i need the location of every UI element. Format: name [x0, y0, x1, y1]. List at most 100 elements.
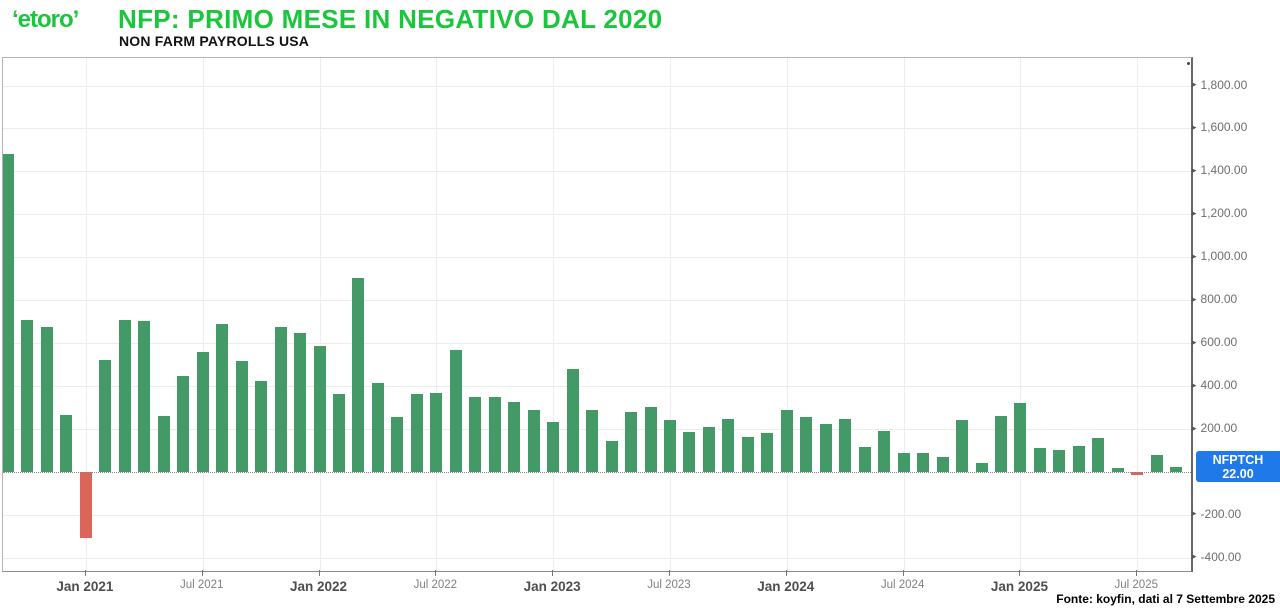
x-tick-mark	[1019, 570, 1021, 576]
y-tick-text: 1,800.00	[1200, 77, 1248, 92]
bar-jan-2024[interactable]	[800, 417, 813, 472]
bar-mar-2025[interactable]	[1072, 446, 1085, 472]
x-tick-mark	[552, 570, 554, 576]
bar-aug-2022[interactable]	[469, 396, 482, 472]
bar-sep-2020[interactable]	[21, 319, 34, 472]
last-value-badge: NFPTCH 22.00	[1196, 451, 1280, 482]
bar-dec-2020[interactable]	[79, 472, 92, 538]
x-tick-label: Jan 2021	[56, 579, 114, 594]
x-tick-mark	[84, 570, 86, 576]
gridline-v	[320, 58, 321, 571]
bar-dec-2023[interactable]	[780, 409, 793, 472]
gridline-v	[553, 58, 554, 571]
bar-sep-2024[interactable]	[956, 420, 969, 472]
bar-jun-2023[interactable]	[663, 420, 676, 472]
y-tick-text: 1,600.00	[1200, 120, 1248, 135]
bar-may-2021[interactable]	[177, 376, 190, 472]
bar-apr-2025[interactable]	[1092, 438, 1105, 472]
x-tick-mark	[785, 570, 787, 576]
gridline-h	[3, 514, 1191, 516]
bar-jun-2024[interactable]	[897, 453, 910, 472]
gridline-v	[1137, 58, 1138, 571]
bar-may-2022[interactable]	[410, 393, 423, 472]
x-tick-mark	[435, 570, 437, 576]
bar-apr-2024[interactable]	[858, 446, 871, 472]
y-tick-label: ▸ 1,200.00	[1192, 205, 1247, 221]
bar-nov-2024[interactable]	[994, 415, 1007, 472]
gridline-h	[3, 128, 1191, 130]
chart-plot-area[interactable]	[2, 57, 1193, 572]
badge-value: 22.00	[1222, 466, 1254, 481]
bar-may-2025[interactable]	[1111, 467, 1124, 472]
bar-jan-2022[interactable]	[332, 393, 345, 472]
x-tick-label: Jan 2022	[289, 579, 348, 594]
bar-feb-2023[interactable]	[586, 410, 599, 472]
x-tick-label: Jul 2023	[647, 579, 691, 591]
gridline-h	[3, 557, 1191, 559]
y-tick-arrow-icon: ▸	[1192, 551, 1197, 562]
bar-sep-2022[interactable]	[488, 396, 501, 472]
bar-dec-2024[interactable]	[1014, 402, 1027, 472]
bar-apr-2023[interactable]	[625, 412, 638, 472]
bar-jan-2021[interactable]	[99, 360, 112, 472]
bar-aug-2025[interactable]	[1170, 467, 1183, 472]
bar-feb-2024[interactable]	[819, 424, 832, 472]
y-tick-label: ▸ 1,400.00	[1192, 162, 1247, 178]
y-tick-arrow-icon: ▸	[1192, 293, 1197, 304]
bar-jun-2021[interactable]	[196, 352, 209, 472]
y-tick-text: 1,400.00	[1200, 163, 1248, 178]
bar-mar-2021[interactable]	[138, 320, 151, 472]
y-tick-label: ▸ 1,000.00	[1192, 248, 1247, 264]
x-tick-mark	[201, 570, 203, 576]
bar-jul-2024[interactable]	[917, 453, 930, 472]
y-tick-text: 1,000.00	[1200, 249, 1248, 264]
bar-jul-2022[interactable]	[449, 350, 462, 472]
bar-feb-2022[interactable]	[352, 277, 365, 472]
bar-may-2023[interactable]	[644, 406, 657, 472]
bar-aug-2020[interactable]	[3, 154, 14, 472]
y-axis: ▸ 1,800.00 ▸ 1,600.00 ▸ 1,400.00 ▸ 1,200.00 ▸ 1,0…	[1192, 57, 1280, 570]
bar-oct-2021[interactable]	[274, 326, 287, 472]
bar-aug-2021[interactable]	[235, 361, 248, 472]
gridline-h	[3, 343, 1191, 345]
bar-mar-2024[interactable]	[839, 419, 852, 472]
bar-apr-2022[interactable]	[391, 417, 404, 472]
bar-aug-2023[interactable]	[702, 426, 715, 472]
y-tick-label: ▸ 400.00	[1192, 377, 1237, 393]
bar-feb-2025[interactable]	[1053, 450, 1066, 472]
bar-may-2024[interactable]	[878, 430, 891, 472]
bar-jun-2025[interactable]	[1131, 472, 1144, 475]
y-tick-text: -200.00	[1200, 506, 1242, 521]
bar-dec-2021[interactable]	[313, 345, 326, 472]
y-tick-arrow-icon: ▸	[1192, 379, 1197, 390]
bar-oct-2023[interactable]	[741, 436, 754, 472]
bar-jun-2022[interactable]	[430, 392, 443, 472]
bar-jan-2023[interactable]	[566, 368, 579, 472]
bar-mar-2023[interactable]	[605, 440, 618, 472]
bar-nov-2021[interactable]	[294, 333, 307, 472]
bar-oct-2020[interactable]	[40, 327, 53, 472]
y-tick-label: ▸ 800.00	[1192, 291, 1237, 307]
bar-aug-2024[interactable]	[936, 456, 949, 472]
bar-sep-2021[interactable]	[255, 380, 268, 472]
x-tick-label: Jan 2023	[523, 579, 581, 594]
bar-jul-2025[interactable]	[1150, 455, 1163, 472]
gridline-h	[3, 85, 1191, 87]
bar-nov-2020[interactable]	[60, 415, 73, 472]
bar-nov-2023[interactable]	[761, 432, 774, 472]
bar-oct-2024[interactable]	[975, 462, 988, 472]
y-tick-arrow-icon: ▸	[1192, 79, 1197, 90]
bar-dec-2022[interactable]	[547, 421, 560, 472]
bar-nov-2022[interactable]	[527, 409, 540, 472]
bar-jul-2023[interactable]	[683, 432, 696, 472]
bar-apr-2021[interactable]	[157, 415, 170, 472]
bar-jul-2021[interactable]	[216, 324, 229, 472]
bar-sep-2023[interactable]	[722, 419, 735, 472]
bar-mar-2022[interactable]	[371, 383, 384, 472]
y-tick-text: 800.00	[1200, 292, 1238, 307]
bar-oct-2022[interactable]	[508, 402, 521, 472]
bar-feb-2021[interactable]	[118, 319, 131, 472]
y-tick-text: 400.00	[1200, 378, 1238, 393]
bar-jan-2025[interactable]	[1033, 448, 1046, 472]
